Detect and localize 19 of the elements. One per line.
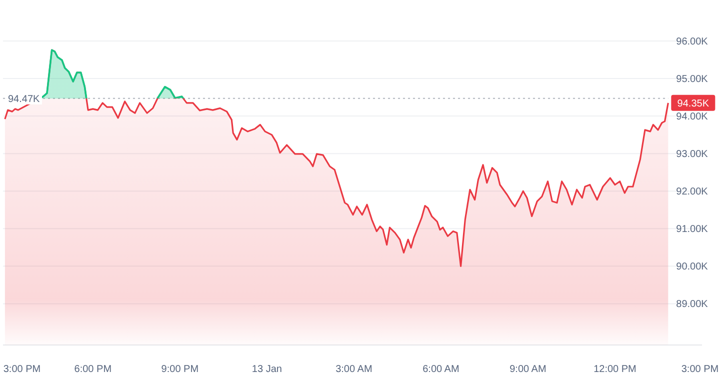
x-tick-label: 6:00 AM (422, 364, 460, 375)
x-tick-label: 3:00 PM (3, 364, 41, 375)
y-tick-label: 93.00K (676, 149, 708, 160)
y-tick-label: 91.00K (676, 224, 708, 236)
annotation: 94.35K (677, 98, 710, 110)
y-tick-label: 95.00K (676, 74, 708, 86)
x-tick-label: 13 Jan (252, 364, 282, 375)
y-tick-label: 90.00K (676, 262, 708, 273)
x-tick-label: 6:00 PM (74, 364, 112, 375)
ref-line-label: 94.47K (8, 94, 40, 105)
y-tick-label: 89.00K (676, 299, 708, 310)
y-tick-label: 96.00K (676, 36, 708, 48)
x-tick-label: 12:00 PM (594, 364, 636, 375)
x-tick-label: 9:00 PM (161, 364, 199, 375)
y-tick-label: 94.00K (676, 112, 708, 123)
x-tick-label: 3:00 PM (681, 364, 719, 375)
y-tick-label: 92.00K (676, 186, 708, 198)
x-tick-label: 9:00 AM (510, 364, 546, 375)
x-tick-label: 3:00 AM (336, 364, 372, 375)
